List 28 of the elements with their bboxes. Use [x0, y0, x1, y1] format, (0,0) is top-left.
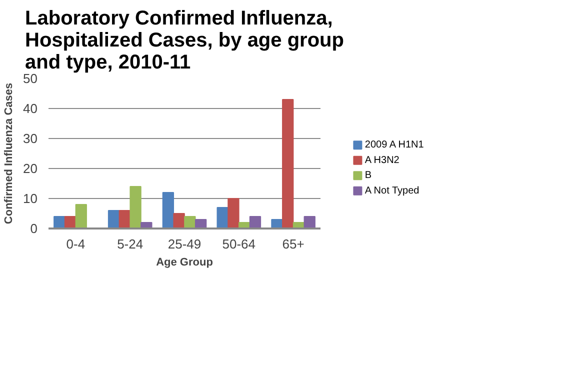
y-tick-label: 30 — [23, 131, 38, 146]
x-tick-label: 0-4 — [66, 236, 86, 252]
y-axis-title: Confirmed Influenza Cases — [3, 82, 16, 224]
bar — [282, 99, 294, 228]
bar — [304, 216, 316, 228]
legend-label: A H3N2 — [364, 154, 400, 166]
x-tick-label: 5-24 — [117, 236, 144, 252]
x-tick-label: 50-64 — [222, 236, 256, 252]
legend-label: A Not Typed — [364, 185, 420, 196]
bar — [75, 204, 87, 228]
bar — [173, 213, 185, 228]
bar — [216, 207, 228, 228]
bar — [162, 192, 174, 228]
y-tick-label: 20 — [23, 161, 38, 176]
legend-label: B — [364, 170, 372, 182]
y-tick-label: 0 — [30, 221, 38, 236]
y-tick-label: 10 — [23, 191, 38, 206]
bar — [228, 198, 240, 228]
x-axis-title: Age Group — [156, 256, 214, 268]
legend-label: 2009 A H1N1 — [364, 140, 424, 151]
x-tick-label: 25-49 — [168, 236, 202, 252]
y-tick-label: 50 — [23, 71, 38, 86]
bar — [249, 216, 262, 228]
y-tick-label: 40 — [23, 101, 38, 116]
bar — [130, 186, 142, 228]
bar — [108, 210, 120, 228]
chart-title: Laboratory Confirmed Influenza, Hospitalized Cases, by age group and type, 2010-11 — [25, 8, 344, 74]
x-tick-label: 65+ — [282, 236, 304, 252]
